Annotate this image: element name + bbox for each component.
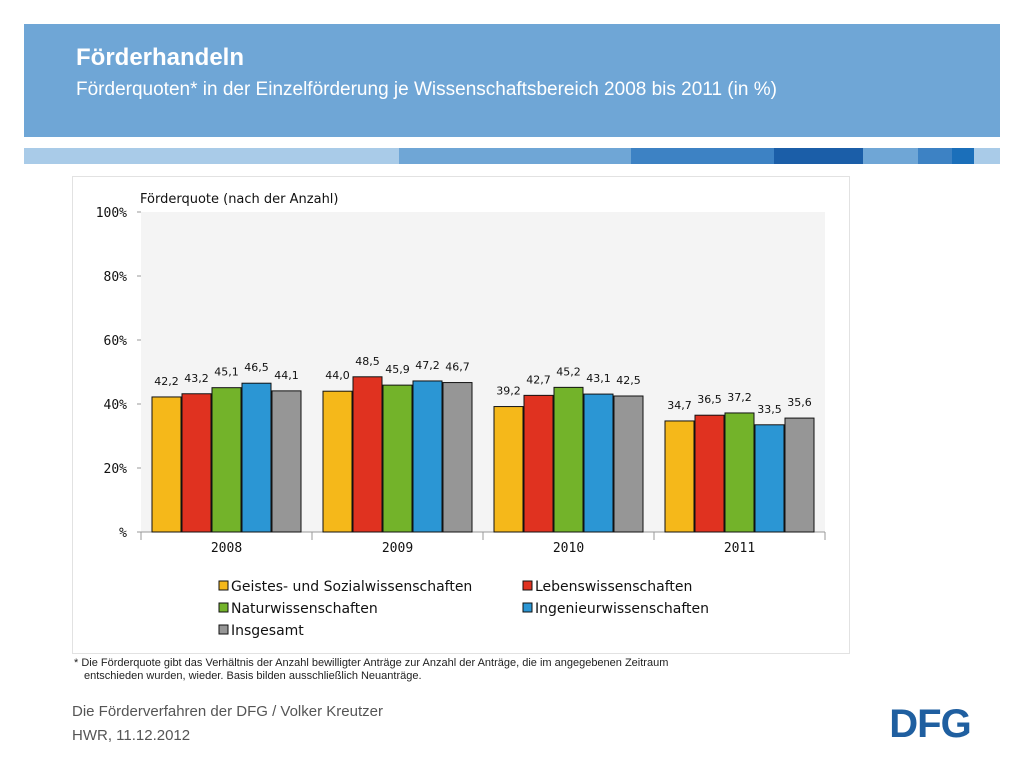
page-subtitle: Förderquoten* in der Einzelförderung je … (76, 79, 777, 100)
data-label: 44,1 (274, 369, 299, 382)
data-label: 39,2 (496, 385, 521, 398)
legend-label: Naturwissenschaften (231, 601, 378, 617)
bar (322, 390, 353, 533)
data-label: 36,5 (697, 393, 722, 406)
bar (523, 394, 554, 533)
legend-label: Insgesamt (231, 623, 304, 639)
stripe-segment (863, 148, 918, 164)
footnote: * Die Förderquote gibt das Verhältnis de… (74, 657, 814, 683)
legend-swatch (218, 602, 229, 613)
y-tick-label: 80% (104, 270, 128, 285)
data-label: 44,0 (325, 369, 350, 382)
data-label: 48,5 (355, 355, 380, 368)
data-label: 42,2 (154, 375, 179, 388)
bar (724, 412, 755, 533)
page-title: Förderhandeln (76, 44, 245, 71)
footnote-line-2: entschieden wurden, wieder. Basis bilden… (84, 670, 422, 682)
x-tick-label: 2011 (724, 541, 755, 556)
stripe-segment (399, 148, 631, 164)
footer-date: HWR, 11.12.2012 (72, 727, 191, 744)
y-tick-label: 100% (96, 206, 127, 221)
bar (181, 393, 212, 533)
bar (412, 380, 443, 533)
bar (754, 424, 785, 533)
data-label: 35,6 (787, 396, 812, 409)
dfg-logo-text: DFG (889, 702, 970, 744)
stripe-segment (918, 148, 952, 164)
bar (241, 382, 272, 533)
header-banner: Förderhandeln Förderquoten* in der Einze… (24, 24, 1000, 137)
data-label: 46,7 (445, 361, 470, 374)
y-tick-label: 60% (104, 334, 128, 349)
y-tick-label: 40% (104, 398, 128, 413)
bar (271, 390, 302, 533)
bar (382, 384, 413, 533)
legend-label: Ingenieurwissenschaften (535, 601, 709, 617)
data-label: 42,5 (616, 374, 641, 387)
data-label: 34,7 (667, 399, 692, 412)
data-label: 45,9 (385, 363, 410, 376)
data-label: 46,5 (244, 361, 269, 374)
bar (442, 382, 473, 533)
legend-label: Geistes- und Sozialwissenschaften (231, 579, 472, 595)
legend-swatch (218, 624, 229, 635)
bar (694, 414, 725, 533)
x-tick-label: 2009 (382, 541, 413, 556)
bar (553, 386, 584, 533)
data-label: 45,2 (556, 365, 581, 378)
legend-swatch (218, 580, 229, 591)
stripe-segment (974, 148, 1000, 164)
data-label: 33,5 (757, 403, 782, 416)
bar (352, 376, 383, 533)
stripe-segment (774, 148, 863, 164)
footnote-line-1: * Die Förderquote gibt das Verhältnis de… (74, 657, 669, 669)
bar (784, 417, 815, 533)
legend-swatch (522, 580, 533, 591)
bar (664, 420, 695, 533)
y-tick-label: 20% (104, 462, 128, 477)
legend-swatch (522, 602, 533, 613)
bar (493, 406, 524, 533)
x-tick-label: 2010 (553, 541, 584, 556)
data-label: 47,2 (415, 359, 440, 372)
data-label: 43,1 (586, 372, 611, 385)
data-label: 37,2 (727, 391, 752, 404)
data-label: 45,1 (214, 366, 239, 379)
chart-frame: Förderquote (nach der Anzahl)% 20% 40% 60% 8… (72, 176, 850, 654)
bar (151, 396, 182, 533)
data-label: 43,2 (184, 372, 209, 385)
legend-label: Lebenswissenschaften (535, 579, 692, 595)
decorative-stripe (24, 148, 1000, 164)
x-tick-label: 2008 (211, 541, 242, 556)
stripe-segment (631, 148, 774, 164)
bar (211, 387, 242, 533)
bar (583, 393, 614, 533)
bar (613, 395, 644, 533)
bar-chart: Förderquote (nach der Anzahl)% 20% 40% 60% 8… (96, 192, 826, 639)
dfg-logo: DFG (889, 702, 971, 744)
footer-presenter: Die Förderverfahren der DFG / Volker Kre… (72, 703, 383, 720)
stripe-segment (24, 148, 399, 164)
data-label: 42,7 (526, 373, 551, 386)
chart-title: Förderquote (nach der Anzahl) (140, 192, 339, 207)
stripe-segment (952, 148, 974, 164)
y-tick-label: % (119, 526, 127, 541)
